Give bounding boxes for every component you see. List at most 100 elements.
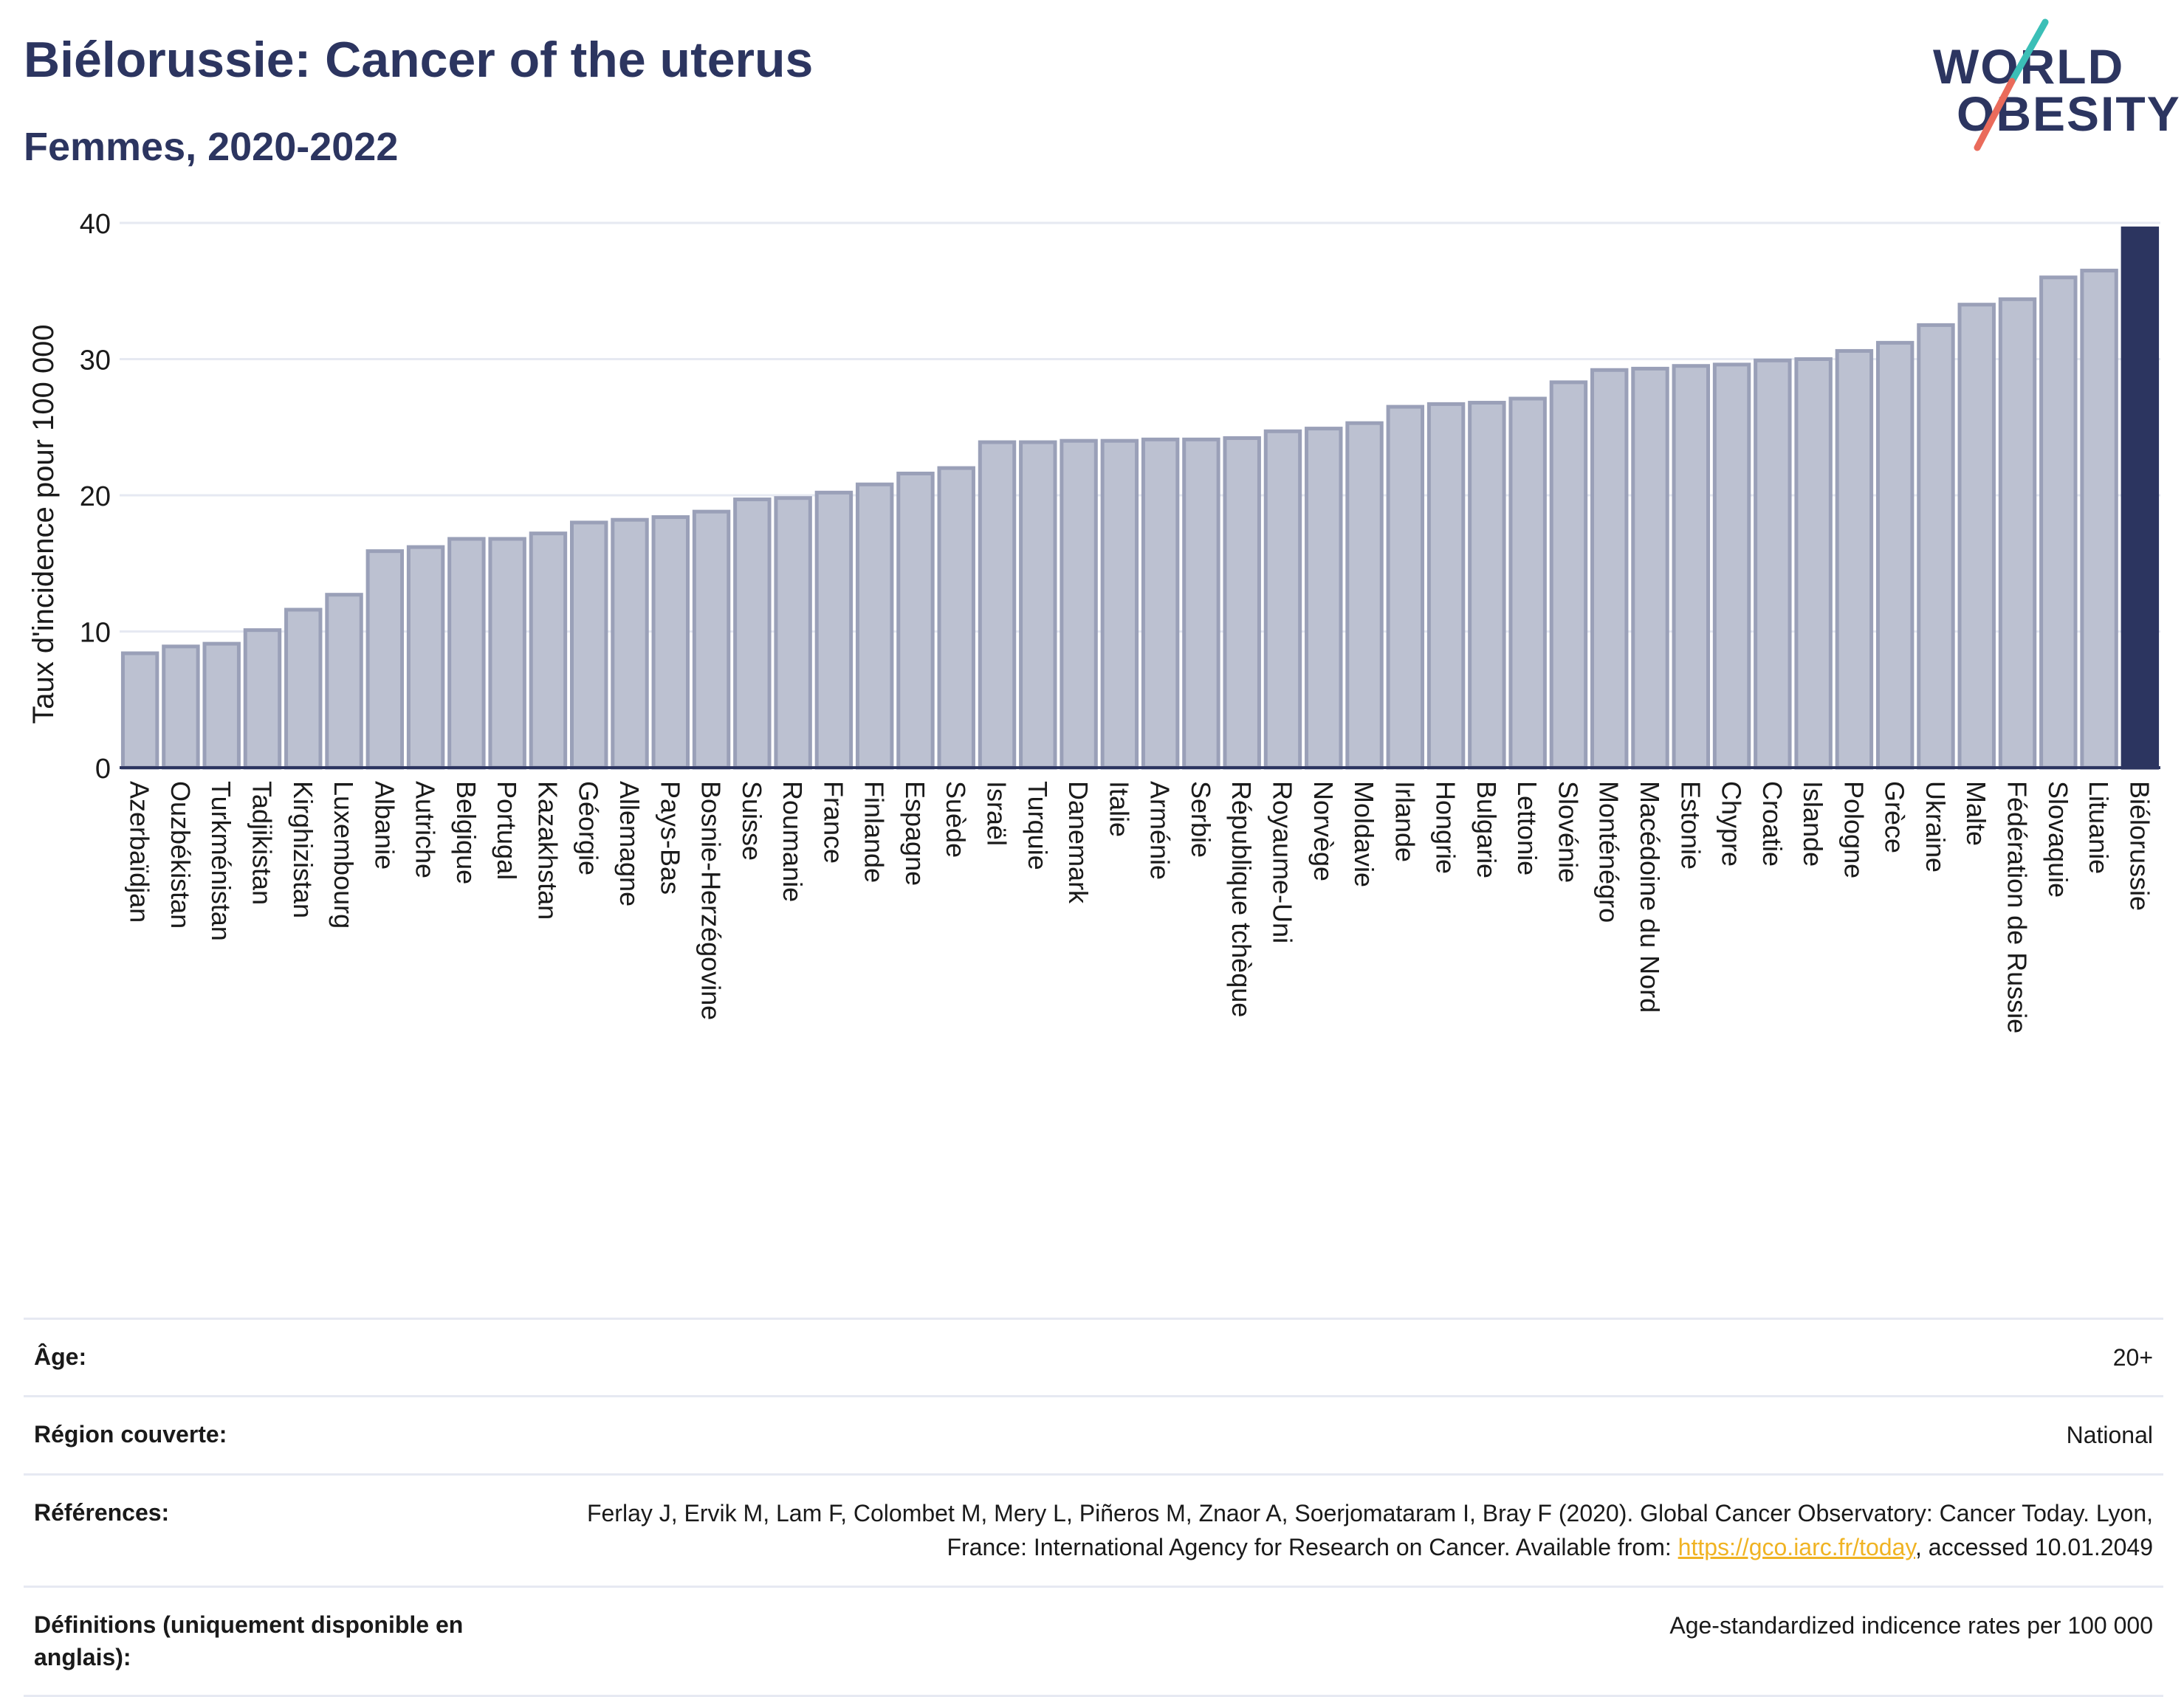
bar-moldavie[interactable] [1345,421,1384,770]
references-accessed: , accessed 10.01.2049 [1915,1534,2153,1561]
meta-region-value: National [2066,1422,2153,1449]
x-tick-label: Portugal [492,781,522,880]
bar-pologne[interactable] [1835,348,1874,770]
bar-norv-ge[interactable] [1305,427,1343,770]
bar-hongrie[interactable] [1426,402,1466,770]
x-tick-label: Turquie [1023,781,1053,870]
y-tick-label: 0 [95,754,111,785]
bar-france[interactable] [814,490,854,770]
bar-su-de[interactable] [937,466,975,770]
x-tick-label: Norvège [1308,781,1339,881]
bar-arm-nie[interactable] [1141,437,1180,770]
x-tick-label: Azerbaïdjan [125,781,155,923]
x-tick-label: Géorgie [574,781,604,875]
x-tick-label: Israël [982,781,1012,846]
x-tick-label: Biélorussie [2124,781,2154,911]
bar-slov-nie[interactable] [1549,380,1588,770]
y-axis-ticks: 0 10 20 30 40 [80,209,111,785]
x-tick-label: Grèce [1880,781,1910,853]
x-tick-label: Irlande [1390,781,1420,862]
bar-gr-ce[interactable] [1875,340,1915,770]
bar-mont-n-gro[interactable] [1590,368,1629,770]
x-tick-label: Chypre [1717,781,1747,867]
bar-albanie[interactable] [365,549,405,770]
chart-bars [120,226,2160,770]
bar-danemark[interactable] [1060,438,1098,770]
bar-allemagne[interactable] [611,517,649,770]
bar-roumanie[interactable] [774,496,812,770]
meta-definitions-value: Age-standardized indicence rates per 100… [1669,1611,2153,1639]
bar-kirghizistan[interactable] [284,607,323,770]
x-tick-label: Kazakhstan [532,781,563,920]
x-tick-label: Italie [1104,781,1134,837]
bar-chypre[interactable] [1712,362,1751,770]
bar-bi-lorussie[interactable] [2121,226,2160,770]
meta-age-label: Âge: [34,1343,87,1370]
bar-islande[interactable] [1794,357,1833,770]
bar-azerba-djan[interactable] [120,651,159,770]
x-tick-label: Suède [941,781,971,858]
x-tick-label: Finlande [859,781,890,883]
references-link[interactable]: https://gco.iarc.fr/today [1678,1534,1915,1561]
meta-region-label: Région couverte: [34,1421,227,1448]
bar-lituanie[interactable] [2080,269,2118,770]
x-tick-label: Danemark [1063,781,1093,904]
x-tick-label: Moldavie [1349,781,1379,887]
bar-slovaquie[interactable] [2039,275,2078,770]
y-tick-label: 10 [80,618,111,649]
x-tick-label: Macédoine du Nord [1635,781,1665,1013]
bar-portugal[interactable] [488,537,526,770]
bar-royaume-uni[interactable] [1263,429,1302,770]
bar-italie[interactable] [1100,438,1139,770]
bar-turquie[interactable] [1019,440,1057,770]
x-tick-label: Estonie [1675,781,1706,870]
bar-suisse[interactable] [733,498,772,770]
bar-malte[interactable] [1957,303,1996,770]
x-tick-label: Monténégro [1594,781,1624,923]
bar-f-d-ration-de-russie[interactable] [1998,297,2037,770]
bar-serbie[interactable] [1182,437,1220,770]
x-tick-label: Bosnie-Herzégovine [696,781,727,1020]
bar-espagne[interactable] [896,471,935,770]
bar-belgique[interactable] [447,537,486,770]
bar-tadjikistan[interactable] [243,628,282,770]
bar-estonie[interactable] [1672,364,1710,770]
chart-title: Biélorussie: Cancer of the uterus [24,32,814,88]
x-tick-label: France [818,781,848,864]
meta-row-region: Région couverte: National [24,1395,2163,1473]
bar-bulgarie[interactable] [1468,401,1506,770]
bar-ukraine[interactable] [1917,323,1955,770]
bar-irlande[interactable] [1386,405,1425,770]
bar-luxembourg[interactable] [325,593,363,770]
x-tick-label: Tadjikistan [247,781,277,905]
y-tick-label: 20 [80,481,111,512]
x-tick-label: République tchèque [1226,781,1257,1017]
bar-pays-bas[interactable] [651,515,690,770]
bar-autriche[interactable] [406,545,445,770]
logo-slash-icon [1974,18,2049,151]
x-tick-label: Espagne [900,781,930,886]
y-axis-label: Taux d'incidence pour 100 000 [27,324,60,723]
x-tick-label: Ouzbékistan [165,781,196,929]
metadata-table: Âge: 20+ Région couverte: National Référ… [24,1318,2163,1697]
bar-turkm-nistan[interactable] [202,641,241,770]
bar-r-publique-tch-que[interactable] [1223,436,1261,770]
bar-croatie[interactable] [1754,358,1792,770]
meta-row-definitions: Définitions (uniquement disponible en an… [24,1585,2163,1697]
bar-g-orgie[interactable] [570,520,608,770]
x-tick-label: Lettonie [1512,781,1542,875]
bar-finlande[interactable] [855,482,894,770]
references-text: Ferlay J, Ervik M, Lam F, Colombet M, Me… [586,1499,2153,1561]
meta-age-value: 20+ [2112,1344,2153,1371]
bar-bosnie-herz-govine[interactable] [692,509,731,770]
x-tick-label: Slovénie [1553,781,1583,883]
bar-isra-l[interactable] [978,440,1017,770]
bar-ouzb-kistan[interactable] [162,644,200,770]
bar-lettonie[interactable] [1508,396,1547,770]
x-tick-label: Bulgarie [1472,781,1502,878]
bar-mac-doine-du-nord[interactable] [1631,366,1669,770]
bar-kazakhstan[interactable] [529,531,568,770]
y-tick-label: 40 [80,209,111,240]
x-tick-label: Pologne [1838,781,1869,878]
world-obesity-logo[interactable]: WORLD OBESITY [1920,18,2180,159]
